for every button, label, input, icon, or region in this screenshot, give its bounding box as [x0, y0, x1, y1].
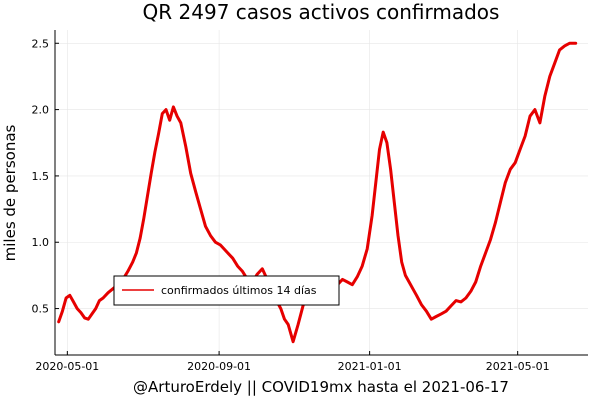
ticks: 2020-05-01 2020-09-01 2021-01-01 2021-05-01…: [32, 37, 550, 373]
y-tick-label: 0.5: [32, 303, 50, 316]
x-tick-label: 2021-01-01: [338, 360, 402, 373]
y-tick-label: 2.0: [32, 104, 50, 117]
y-tick-label: 2.5: [32, 37, 50, 50]
y-axis-label: miles de personas: [1, 124, 19, 261]
x-axis-label: @ArturoErdely || COVID19mx hasta el 2021…: [133, 378, 509, 396]
grid: [55, 30, 588, 355]
x-tick-label: 2020-09-01: [187, 360, 251, 373]
chart-title: QR 2497 casos activos confirmados: [143, 0, 500, 24]
y-tick-label: 1.0: [32, 236, 50, 249]
y-tick-label: 1.5: [32, 170, 50, 183]
axes: [54, 30, 588, 356]
x-tick-label: 2021-05-01: [486, 360, 550, 373]
legend: confirmados últimos 14 días: [113, 275, 340, 306]
legend-label: confirmados últimos 14 días: [161, 284, 317, 297]
x-tick-label: 2020-05-01: [35, 360, 99, 373]
